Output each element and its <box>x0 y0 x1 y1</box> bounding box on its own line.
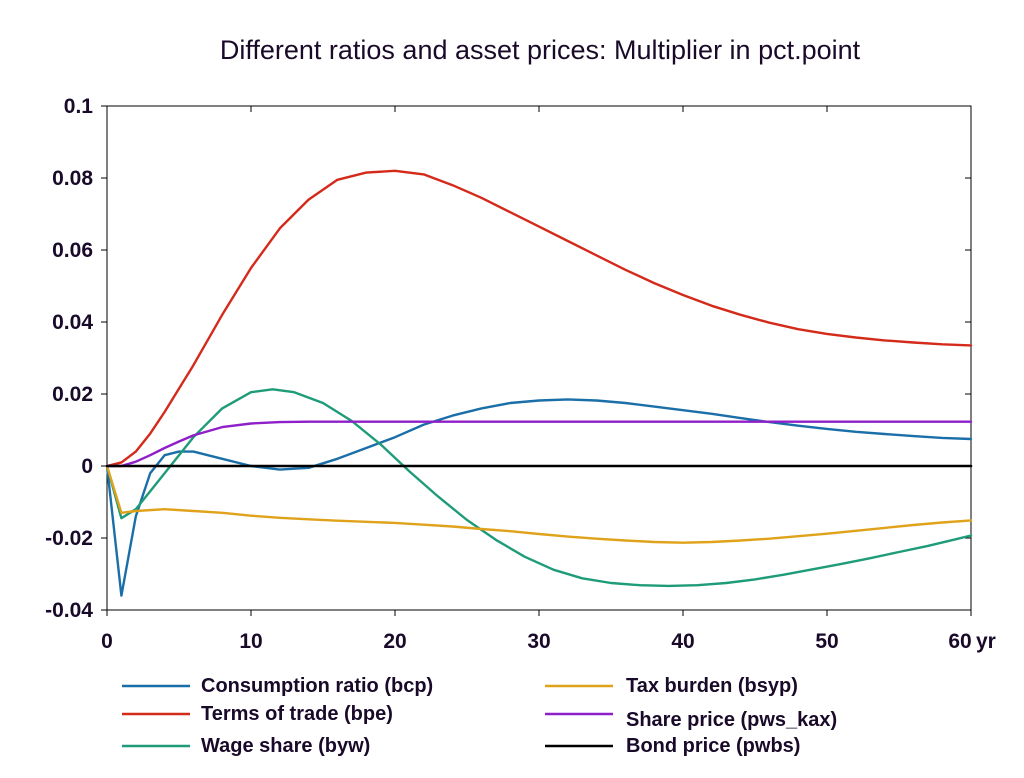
y-tick-label: 0 <box>81 455 93 478</box>
y-tick-label: -0.04 <box>45 599 93 622</box>
x-tick-label: 50 <box>815 630 838 653</box>
series-line-terms-of-trade-bpe <box>105 169 973 468</box>
series-line-share-price-pws-kax <box>105 420 973 468</box>
y-tick-label: 0.06 <box>52 239 93 262</box>
legend-label-bond-price-pwbs: Bond price (pwbs) <box>626 735 800 757</box>
x-tick-label: 40 <box>671 630 694 653</box>
y-axis: -0.04 -0.02 0 0.02 0.04 0.06 0.08 0.1 <box>45 95 971 622</box>
x-tick-label: 20 <box>383 630 406 653</box>
legend-label-wage-share-byw: Wage share (byw) <box>201 735 370 757</box>
y-tick-label: -0.02 <box>45 527 93 550</box>
legend-label-terms-of-trade-bpe: Terms of trade (bpe) <box>201 703 393 725</box>
x-axis: 0 10 20 30 40 50 60 yr <box>101 106 996 653</box>
chart-title: Different ratios and asset prices: Multi… <box>220 35 861 65</box>
legend-label-tax-burden-bsyp: Tax burden (bsyp) <box>626 675 798 697</box>
legend-label-consumption-ratio-bcp: Consumption ratio (bcp) <box>201 675 433 697</box>
x-tick-label: 60 <box>948 630 971 653</box>
y-tick-label: 0.02 <box>52 383 93 406</box>
y-tick-label: 0.1 <box>64 95 94 118</box>
y-tick-label: 0.04 <box>52 311 93 334</box>
x-tick-label: 10 <box>239 630 262 653</box>
legend-label-share-price-pws-kax: Share price (pws_kax) <box>626 709 837 731</box>
series-lines <box>105 169 973 597</box>
series-line-wage-share-byw <box>105 388 973 588</box>
series-line-consumption-ratio-bcp <box>105 398 973 597</box>
legend: Consumption ratio (bcp) Terms of trade (b… <box>122 675 837 757</box>
series-line-tax-burden-bsyp <box>105 464 973 544</box>
x-axis-unit-label: yr <box>976 630 996 653</box>
x-tick-label: 30 <box>527 630 550 653</box>
y-tick-label: 0.08 <box>52 167 93 190</box>
x-tick-label: 0 <box>101 630 113 653</box>
